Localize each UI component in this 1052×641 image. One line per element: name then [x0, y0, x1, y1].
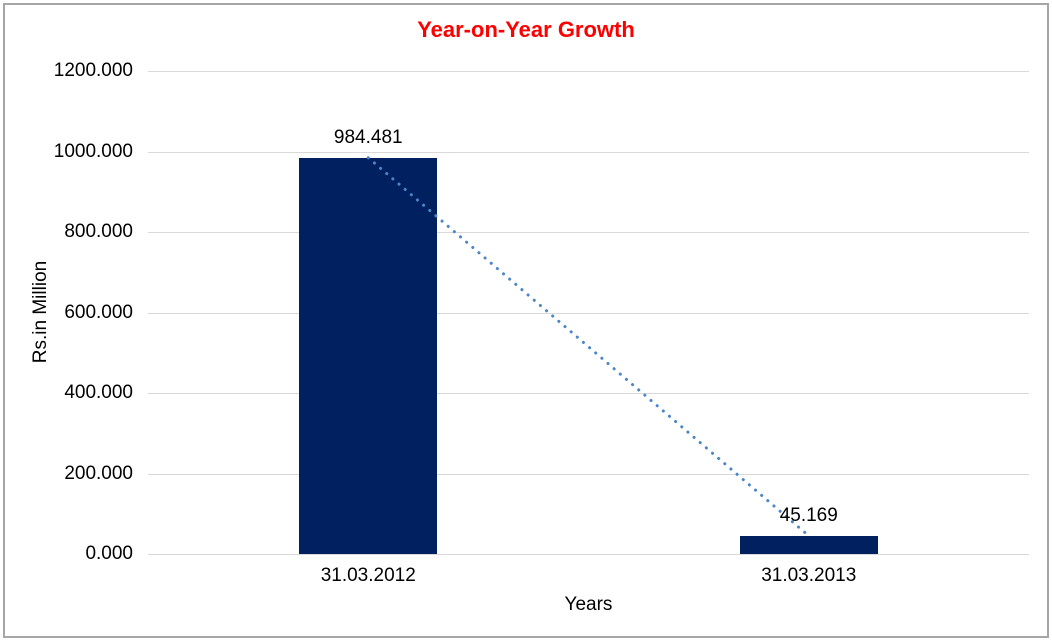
dotted-series-line — [366, 156, 811, 538]
gridline — [148, 71, 1029, 72]
chart-title: Year-on-Year Growth — [417, 17, 635, 42]
y-tick-label: 1000.000 — [53, 140, 133, 162]
x-tick-label: 31.03.2012 — [320, 565, 416, 586]
y-tick-label: 600.000 — [64, 301, 133, 323]
y-tick-label: 1200.000 — [53, 60, 133, 81]
x-tick-label: 31.03.2013 — [761, 565, 857, 586]
y-tick-label: 400.000 — [64, 382, 133, 403]
gridline — [148, 232, 1029, 233]
bar — [739, 535, 878, 554]
y-tick-label: 0.000 — [85, 543, 133, 564]
bar — [299, 157, 438, 554]
gridline — [148, 151, 1029, 153]
bar-value-label: 984.481 — [333, 126, 403, 148]
y-tick-label: 800.000 — [64, 221, 133, 242]
gridline — [148, 312, 1029, 314]
bar-value-label: 45.169 — [779, 504, 838, 526]
y-tick-label: 200.000 — [64, 462, 133, 484]
x-axis-title: Years — [564, 594, 613, 615]
gridline — [148, 554, 1029, 555]
gridline — [148, 393, 1029, 394]
chart-frame — [3, 3, 1049, 638]
gridline — [148, 473, 1029, 475]
